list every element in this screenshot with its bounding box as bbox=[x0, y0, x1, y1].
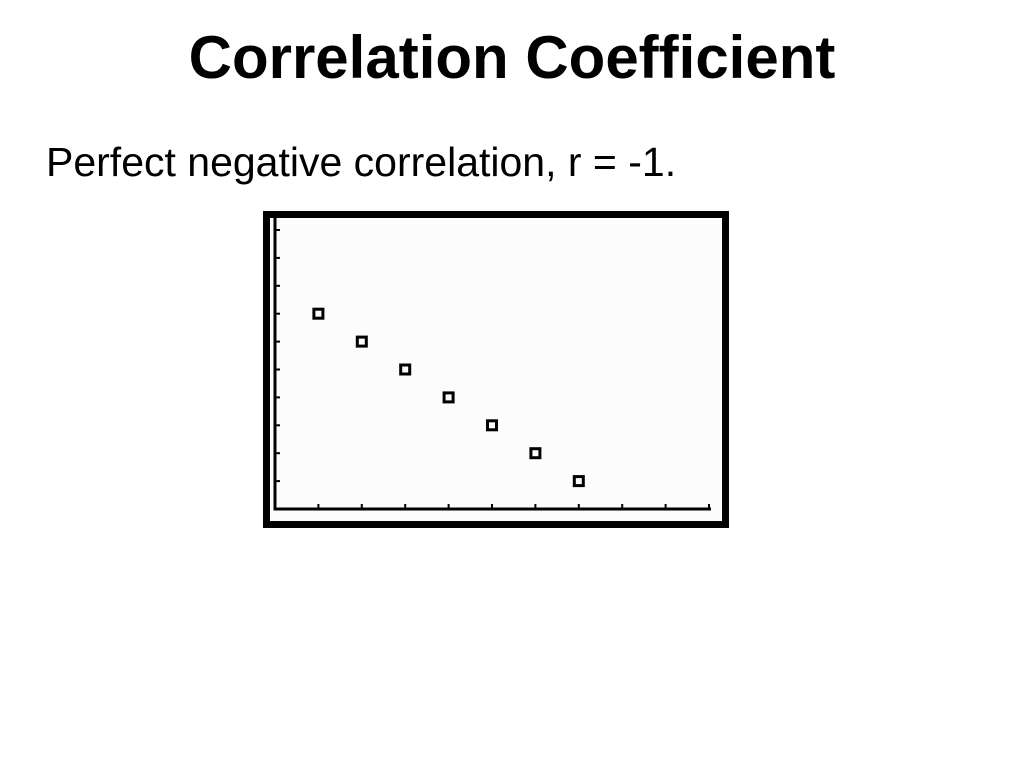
data-point bbox=[399, 363, 412, 376]
slide-text: Perfect negative correlation, r = -1. bbox=[46, 139, 677, 185]
data-point bbox=[355, 335, 368, 348]
scatter-chart-svg bbox=[263, 211, 729, 528]
slide-title: Correlation Coefficient bbox=[188, 24, 836, 91]
points-layer bbox=[312, 307, 585, 488]
data-point bbox=[572, 475, 585, 488]
data-point bbox=[486, 419, 498, 432]
data-point bbox=[442, 391, 455, 404]
data-point bbox=[312, 307, 325, 320]
scatter-chart bbox=[263, 211, 729, 528]
chart-border bbox=[263, 211, 729, 528]
axes-layer bbox=[273, 216, 711, 511]
data-point bbox=[529, 447, 542, 460]
